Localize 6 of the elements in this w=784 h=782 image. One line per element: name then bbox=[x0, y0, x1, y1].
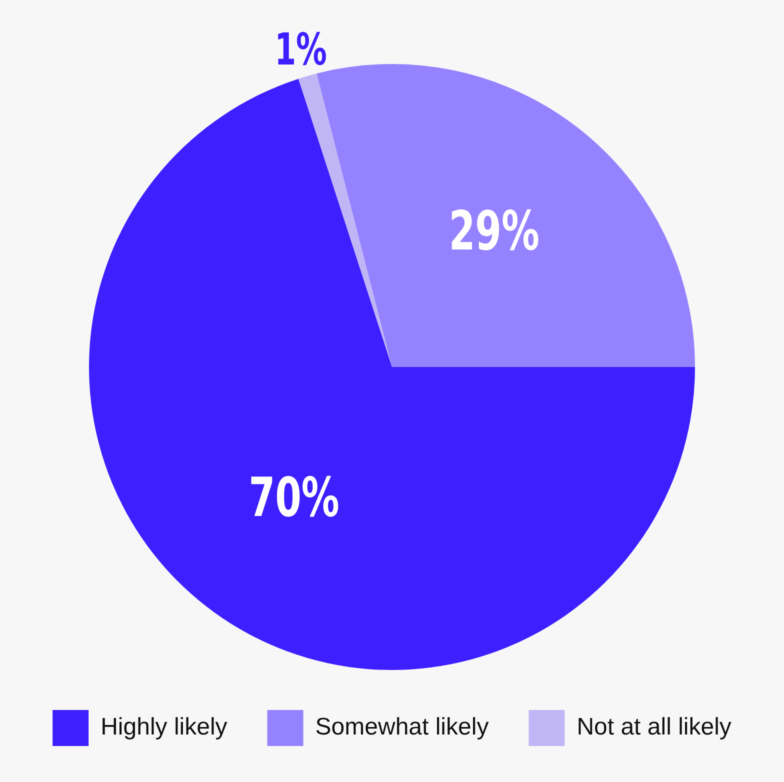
data-label: 29% bbox=[448, 200, 540, 263]
legend-label: Somewhat likely bbox=[315, 714, 489, 741]
data-label: 70% bbox=[248, 466, 340, 530]
data-label: 1% bbox=[274, 24, 327, 76]
legend-label: Highly likely bbox=[100, 714, 228, 741]
legend-label: Not at all likely bbox=[576, 714, 732, 741]
